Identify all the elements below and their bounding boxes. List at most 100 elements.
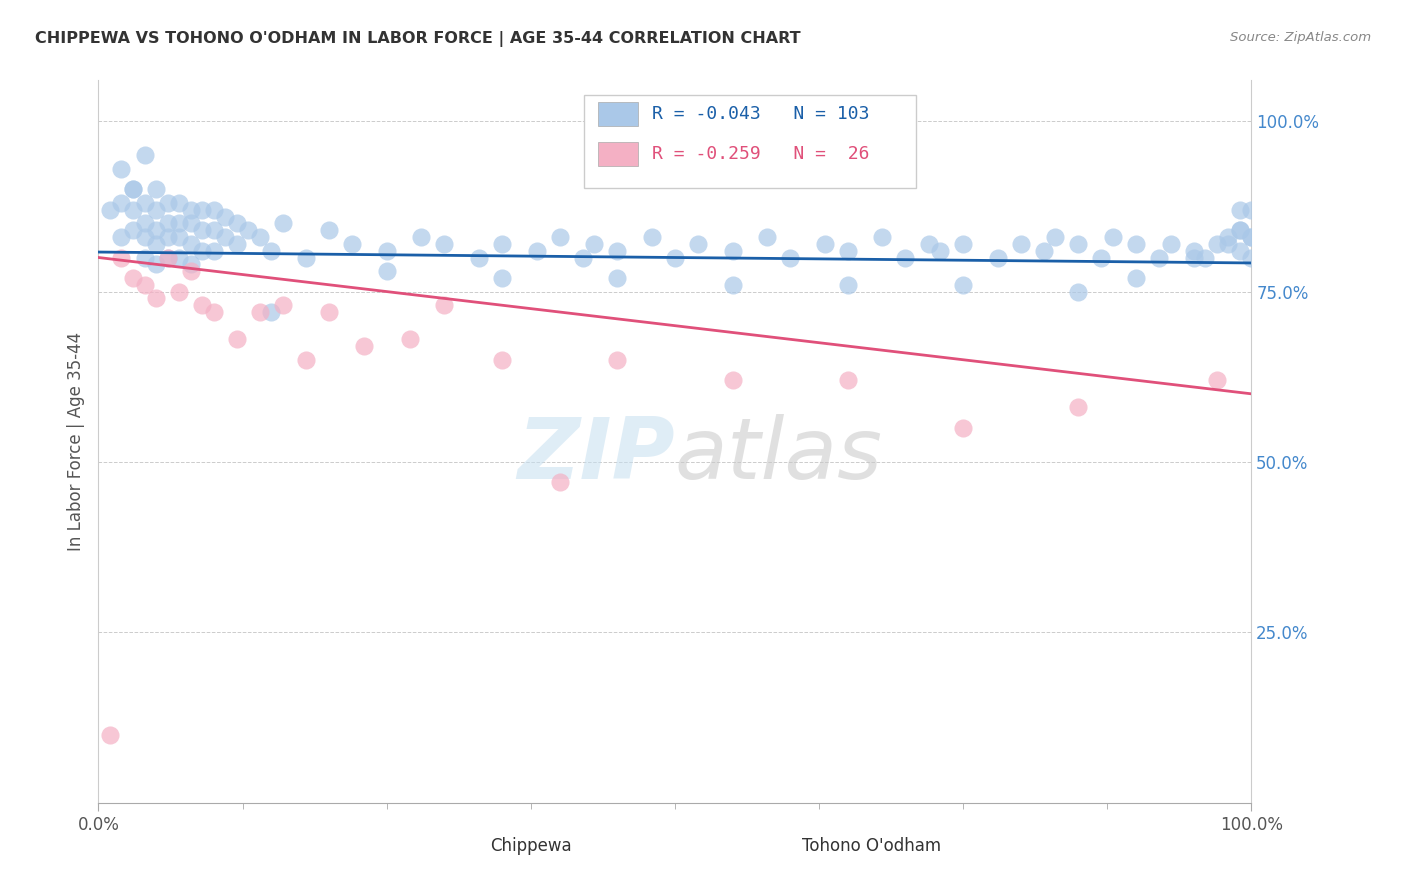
- Point: [110, 230, 132, 244]
- Point: [260, 305, 283, 319]
- Point: [214, 230, 236, 244]
- Point: [837, 277, 859, 292]
- Point: [491, 236, 513, 251]
- Point: [156, 251, 179, 265]
- Point: [353, 339, 375, 353]
- Point: [156, 251, 179, 265]
- Point: [134, 196, 156, 211]
- Point: [180, 264, 202, 278]
- Point: [1205, 373, 1227, 387]
- Point: [134, 148, 156, 162]
- Point: [145, 257, 167, 271]
- Point: [398, 332, 420, 346]
- Point: [571, 251, 593, 265]
- Point: [1147, 251, 1170, 265]
- Point: [110, 161, 132, 176]
- Point: [779, 251, 801, 265]
- Point: [1240, 251, 1263, 265]
- Point: [468, 251, 491, 265]
- Point: [411, 230, 433, 244]
- Text: R = -0.043   N = 103: R = -0.043 N = 103: [652, 105, 869, 123]
- Point: [122, 182, 145, 196]
- Point: [225, 236, 247, 251]
- Point: [1032, 244, 1054, 258]
- Point: [606, 244, 628, 258]
- Point: [110, 196, 132, 211]
- Text: Source: ZipAtlas.com: Source: ZipAtlas.com: [1230, 31, 1371, 45]
- Point: [664, 251, 686, 265]
- Text: Chippewa: Chippewa: [491, 838, 572, 855]
- Point: [134, 251, 156, 265]
- Point: [433, 298, 456, 312]
- Point: [167, 216, 190, 230]
- Point: [134, 277, 156, 292]
- Point: [145, 202, 167, 217]
- Point: [225, 216, 247, 230]
- Point: [167, 285, 190, 299]
- Point: [145, 236, 167, 251]
- FancyBboxPatch shape: [768, 839, 796, 855]
- Point: [122, 223, 145, 237]
- Point: [1194, 251, 1216, 265]
- Point: [145, 182, 167, 196]
- Point: [98, 728, 121, 742]
- Point: [145, 292, 167, 306]
- Point: [721, 373, 744, 387]
- Point: [548, 230, 571, 244]
- Point: [180, 202, 202, 217]
- Point: [1229, 223, 1251, 237]
- Point: [1229, 223, 1251, 237]
- Point: [952, 236, 974, 251]
- Point: [1240, 202, 1263, 217]
- Point: [180, 257, 202, 271]
- Point: [987, 251, 1010, 265]
- Text: ZIP: ZIP: [517, 415, 675, 498]
- Point: [134, 230, 156, 244]
- Point: [1045, 230, 1067, 244]
- Point: [249, 305, 271, 319]
- Point: [1102, 230, 1125, 244]
- FancyBboxPatch shape: [598, 102, 638, 126]
- Point: [721, 277, 744, 292]
- Point: [156, 216, 179, 230]
- Point: [952, 277, 974, 292]
- Point: [1240, 230, 1263, 244]
- Point: [191, 298, 214, 312]
- Point: [721, 244, 744, 258]
- Point: [1240, 230, 1263, 244]
- Point: [491, 352, 513, 367]
- Point: [156, 196, 179, 211]
- Point: [214, 210, 236, 224]
- Point: [202, 223, 225, 237]
- Point: [433, 236, 456, 251]
- Point: [191, 244, 214, 258]
- Point: [225, 332, 247, 346]
- Point: [202, 202, 225, 217]
- Point: [1218, 236, 1240, 251]
- Point: [641, 230, 664, 244]
- Point: [756, 230, 779, 244]
- Point: [686, 236, 709, 251]
- Point: [156, 230, 179, 244]
- Point: [167, 251, 190, 265]
- Point: [122, 182, 145, 196]
- Point: [180, 236, 202, 251]
- Y-axis label: In Labor Force | Age 35-44: In Labor Force | Age 35-44: [66, 332, 84, 551]
- Point: [1090, 251, 1112, 265]
- Point: [122, 271, 145, 285]
- Point: [837, 244, 859, 258]
- Point: [249, 230, 271, 244]
- Point: [1010, 236, 1032, 251]
- Point: [318, 305, 340, 319]
- Point: [837, 373, 859, 387]
- Point: [110, 251, 132, 265]
- Point: [1067, 401, 1090, 415]
- Text: CHIPPEWA VS TOHONO O'ODHAM IN LABOR FORCE | AGE 35-44 CORRELATION CHART: CHIPPEWA VS TOHONO O'ODHAM IN LABOR FORC…: [35, 31, 801, 47]
- Point: [1125, 271, 1147, 285]
- Point: [271, 298, 294, 312]
- Point: [1067, 236, 1090, 251]
- Point: [191, 223, 214, 237]
- FancyBboxPatch shape: [583, 95, 915, 188]
- Point: [167, 230, 190, 244]
- Point: [814, 236, 837, 251]
